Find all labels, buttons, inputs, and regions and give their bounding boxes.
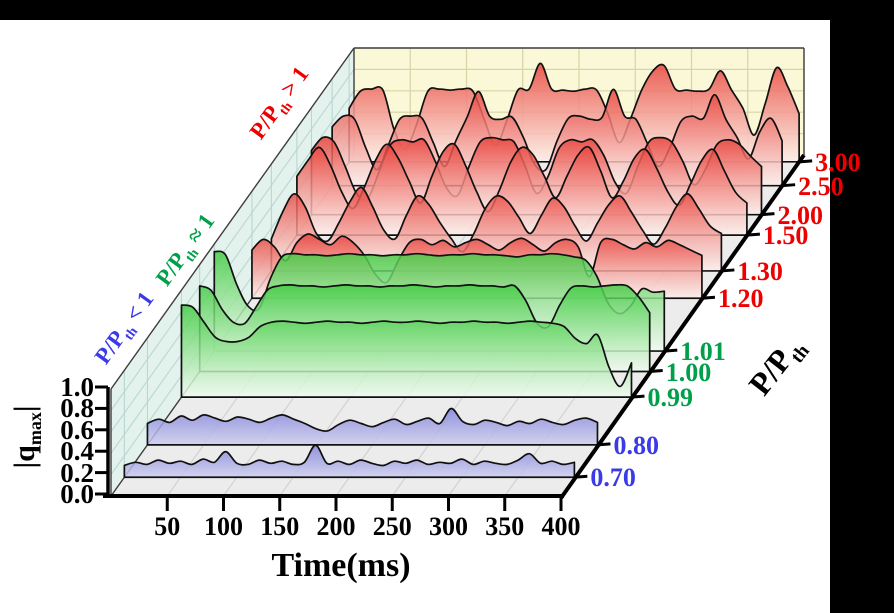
z-tick <box>597 442 611 447</box>
z-tick <box>799 159 813 164</box>
x-axis-title: Time(ms) <box>271 547 411 584</box>
series-area-0.70 <box>123 444 576 479</box>
z-tick <box>631 394 645 399</box>
z-tick <box>782 183 796 188</box>
z-tick <box>574 474 588 479</box>
y-axis-title-sub: max <box>25 412 45 446</box>
z-tick <box>701 295 716 300</box>
left-wall-grid-line <box>110 69 355 411</box>
series-area-0.80 <box>146 407 599 446</box>
z-tick <box>664 348 678 353</box>
z-tick <box>746 232 761 237</box>
z-tick <box>721 268 735 273</box>
series-area-0.99 <box>180 304 633 398</box>
y-axis-title-base: |q <box>8 445 41 469</box>
y-axis-title-end: | <box>8 405 41 413</box>
box-edge <box>110 47 355 390</box>
z-tick <box>761 212 775 217</box>
y-axis-title: |qmax| <box>8 406 46 469</box>
z-axis <box>559 153 806 500</box>
z-tick <box>649 369 663 374</box>
